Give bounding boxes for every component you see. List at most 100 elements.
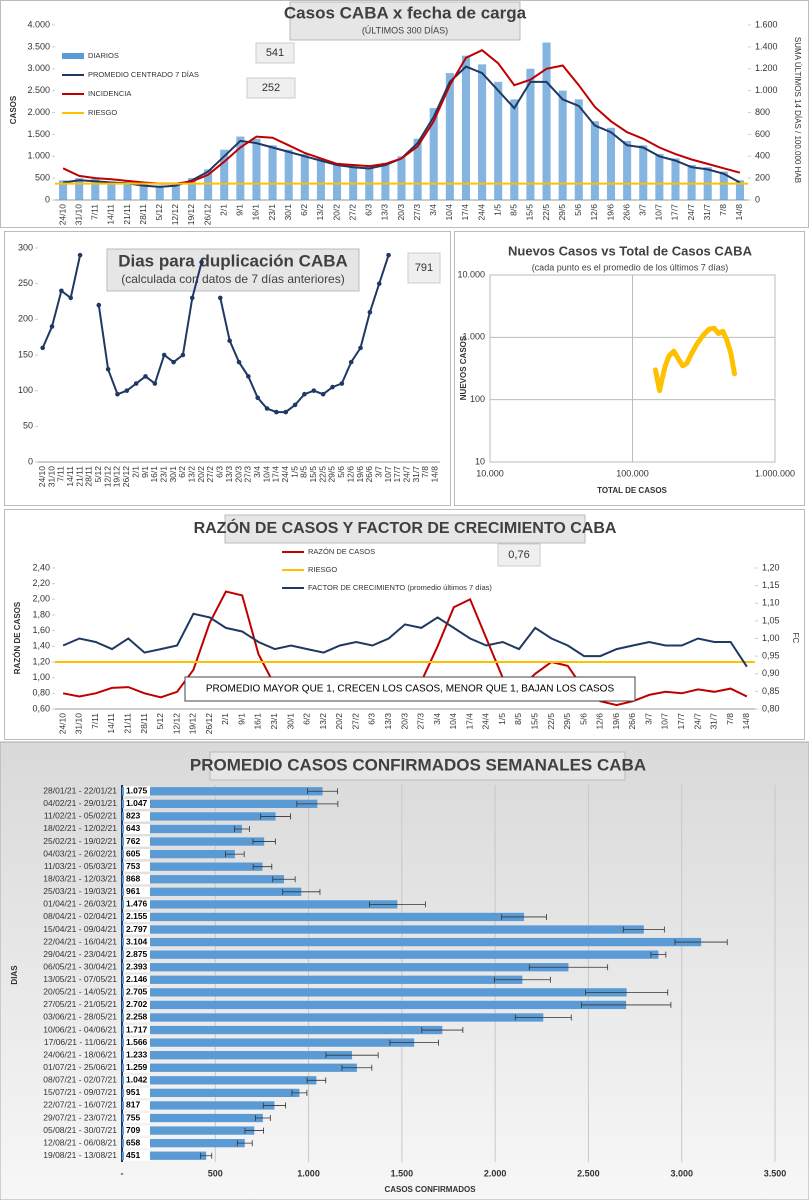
x-tick-label: 14/8 (734, 204, 744, 221)
x-tick-label: 2/1 (220, 713, 230, 725)
value-box (246, 77, 296, 99)
error-bar (585, 989, 669, 996)
y-tick-label: 2.500 (27, 85, 50, 95)
bar (122, 912, 525, 922)
value-label-bg (124, 949, 150, 960)
x-tick-label: 1.500 (391, 1168, 414, 1178)
x-tick-label: 6/3 (367, 713, 377, 725)
x-tick-label: 13/3 (224, 466, 234, 483)
value-label: 1.042 (126, 1075, 148, 1085)
value-label-bg (124, 999, 150, 1010)
point (59, 288, 64, 294)
x-tick-label: 15/5 (529, 713, 539, 730)
y-tick-label: 08/04/21 - 02/04/21 (43, 911, 117, 921)
value-label: 1.717 (126, 1024, 148, 1034)
bar (413, 138, 422, 200)
x-tick-label: 8/5 (513, 713, 523, 725)
point (358, 345, 363, 351)
x-tick-label: 27/3 (416, 713, 426, 730)
bar (494, 81, 503, 200)
x-tick-label: 5/12 (155, 713, 165, 730)
chart-title: Casos CABA x fecha de carga (284, 3, 527, 22)
x-tick-label: 10.000 (476, 468, 504, 478)
x-tick-label: 7/8 (725, 713, 735, 725)
chart-title: Dias para duplicación CABA (118, 251, 348, 270)
y-tick-label: 1,60 (32, 625, 50, 635)
x-tick-label: 22/5 (317, 466, 327, 483)
y-tick-label: 3.500 (27, 41, 50, 51)
bar (122, 1126, 255, 1135)
x-axis-title: CASOS CONFIRMADOS (384, 1185, 476, 1194)
point (133, 381, 139, 386)
x-tick-label: 23/1 (158, 466, 168, 483)
value-label: 2.155 (126, 911, 148, 921)
y-tick-label: 29/04/21 - 23/04/21 (43, 949, 117, 959)
y-tick-label: 15/07/21 - 09/07/21 (43, 1087, 117, 1097)
error-bar (421, 1027, 464, 1034)
bar (122, 937, 702, 947)
x-tick-label: 31/7 (709, 713, 719, 730)
x-tick-label: 17/4 (464, 713, 474, 730)
x-tick-label: 26/12 (204, 713, 214, 735)
value-label-bg (124, 786, 150, 797)
value-label-bg (124, 886, 150, 897)
value-label-bg (124, 1012, 150, 1023)
x-tick-label: 31/10 (46, 466, 56, 488)
y-axis-title: DIAS (10, 965, 19, 985)
y-tick-label: 10/06/21 - 04/06/21 (43, 1024, 117, 1034)
value-label-bg (124, 1050, 150, 1061)
legend-label: INCIDENCIA (88, 89, 131, 98)
y2-tick-label: 1,00 (762, 633, 780, 643)
bar (429, 108, 438, 200)
y-tick-label: 17/06/21 - 11/06/21 (44, 1037, 117, 1047)
x-tick-label: 24/10 (57, 204, 67, 226)
y-tick-label: 01/04/21 - 26/03/21 (43, 899, 117, 909)
bar (122, 862, 263, 871)
bar (671, 158, 680, 200)
value-label: 3.104 (126, 936, 148, 946)
value-box-label: 0,76 (508, 549, 529, 561)
x-tick-label: 17/7 (676, 713, 686, 730)
error-bar (580, 1001, 672, 1008)
bar (122, 875, 284, 884)
point (227, 338, 232, 344)
x-tick-label: 7/11 (90, 204, 100, 220)
bar (606, 127, 616, 200)
x-tick-label: 13/3 (380, 204, 390, 221)
bar (574, 99, 583, 200)
value-label: 2.875 (126, 949, 148, 959)
x-tick-label: 3/4 (428, 204, 438, 216)
x-tick-label: 5/12 (93, 466, 103, 483)
x-tick-label: 13/2 (187, 466, 197, 483)
error-bar (674, 939, 728, 946)
x-tick-label: 16/1 (251, 204, 261, 221)
bar (655, 154, 664, 200)
x-tick-label: - (121, 1168, 124, 1178)
y-tick-label: 11/03/21 - 05/03/21 (44, 861, 117, 871)
bar (91, 179, 100, 200)
chart-subtitle: (calculada con datos de 7 días anteriore… (121, 272, 344, 286)
value-label: 817 (126, 1100, 140, 1110)
bar (122, 1151, 207, 1160)
point (320, 391, 326, 397)
point (274, 409, 279, 415)
point (68, 295, 74, 301)
x-tick-label: 17/7 (392, 466, 402, 483)
x-tick-label: 13/3 (383, 713, 393, 730)
bar (122, 975, 523, 984)
bar (122, 837, 265, 846)
x-tick-label: 2/1 (218, 204, 228, 216)
y2-tick-label: 0,90 (762, 668, 780, 678)
value-label: 868 (126, 874, 140, 884)
x-tick-label: 9/1 (235, 204, 245, 216)
x-tick-label: 6/2 (177, 466, 187, 478)
point (77, 252, 83, 258)
error-bar (252, 838, 276, 845)
point (115, 391, 120, 397)
note-box (184, 676, 636, 702)
y2-tick-label: 800 (755, 107, 770, 117)
point (264, 406, 270, 411)
value-label: 762 (126, 836, 140, 846)
y-tick-label: 500 (35, 173, 50, 183)
error-bar (296, 800, 339, 807)
